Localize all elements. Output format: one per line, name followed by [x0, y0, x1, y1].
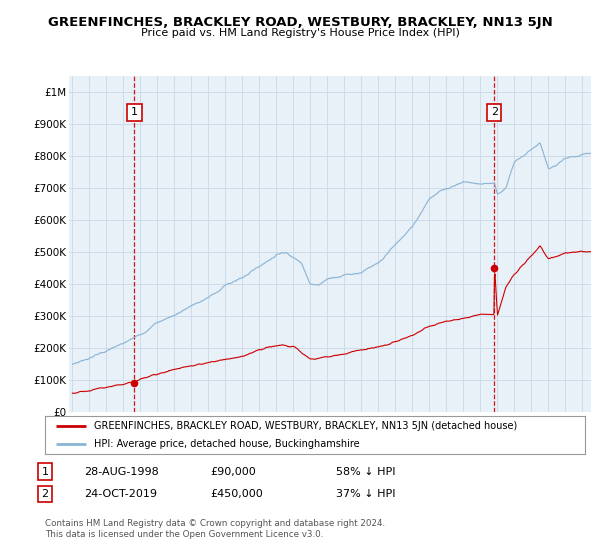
Text: GREENFINCHES, BRACKLEY ROAD, WESTBURY, BRACKLEY, NN13 5JN: GREENFINCHES, BRACKLEY ROAD, WESTBURY, B…: [47, 16, 553, 29]
Text: £90,000: £90,000: [210, 466, 256, 477]
Text: Price paid vs. HM Land Registry's House Price Index (HPI): Price paid vs. HM Land Registry's House …: [140, 28, 460, 38]
Text: HPI: Average price, detached house, Buckinghamshire: HPI: Average price, detached house, Buck…: [94, 439, 359, 449]
Text: 28-AUG-1998: 28-AUG-1998: [84, 466, 159, 477]
Text: 1: 1: [41, 466, 49, 477]
Text: 1: 1: [131, 108, 138, 118]
Text: £450,000: £450,000: [210, 489, 263, 499]
Text: Contains HM Land Registry data © Crown copyright and database right 2024.
This d: Contains HM Land Registry data © Crown c…: [45, 519, 385, 539]
Text: 37% ↓ HPI: 37% ↓ HPI: [336, 489, 395, 499]
Text: 58% ↓ HPI: 58% ↓ HPI: [336, 466, 395, 477]
Text: GREENFINCHES, BRACKLEY ROAD, WESTBURY, BRACKLEY, NN13 5JN (detached house): GREENFINCHES, BRACKLEY ROAD, WESTBURY, B…: [94, 421, 517, 431]
Text: 24-OCT-2019: 24-OCT-2019: [84, 489, 157, 499]
Text: 2: 2: [41, 489, 49, 499]
Text: 2: 2: [491, 108, 498, 118]
